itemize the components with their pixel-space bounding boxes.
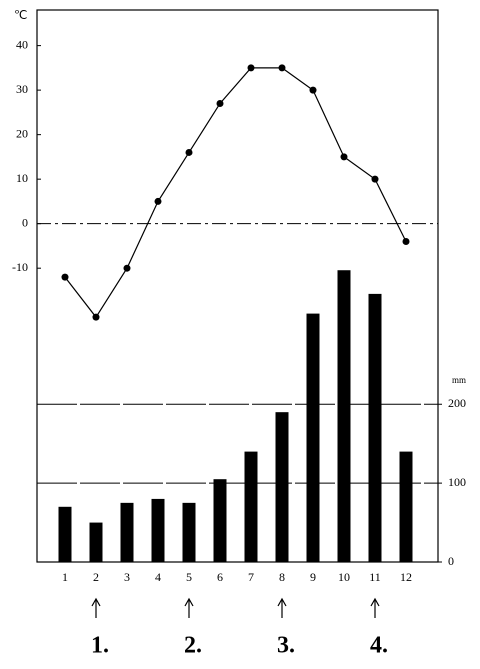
bar <box>120 502 134 562</box>
annotation-arrowhead <box>370 597 380 607</box>
y-tick-label: 0 <box>22 215 28 229</box>
bar <box>368 293 382 562</box>
bar <box>182 502 196 562</box>
annotation-arrowhead <box>184 597 194 607</box>
x-tick-label: 1 <box>62 570 68 584</box>
y2-tick-label: 100 <box>448 475 466 489</box>
temperature-point <box>247 64 255 72</box>
x-tick-label: 3 <box>124 570 130 584</box>
x-tick-label: 5 <box>186 570 192 584</box>
annotation-label: 4. <box>370 633 388 659</box>
x-tick-label: 12 <box>400 570 412 584</box>
bar <box>337 270 351 562</box>
y2-tick-label: 200 <box>448 396 466 410</box>
temperature-point <box>185 148 193 156</box>
annotation-label: 3. <box>277 633 295 659</box>
temperature-point <box>309 86 317 94</box>
y-tick-label: 20 <box>16 126 28 140</box>
y2-unit: mm <box>452 375 466 385</box>
x-tick-label: 8 <box>279 570 285 584</box>
bar <box>213 479 227 562</box>
y-tick-label: 10 <box>16 171 28 185</box>
annotation-label: 2. <box>184 633 202 659</box>
temperature-line <box>64 67 407 319</box>
temperature-point <box>340 153 348 161</box>
bar <box>399 451 413 562</box>
x-tick-label: 6 <box>217 570 223 584</box>
temperature-point <box>278 64 286 72</box>
y-tick-label: -10 <box>12 260 28 274</box>
x-tick-label: 4 <box>155 570 161 584</box>
bar <box>275 412 289 562</box>
x-tick-label: 9 <box>310 570 316 584</box>
temperature-point <box>61 273 69 281</box>
temperature-point <box>92 313 100 321</box>
y-tick-label: 30 <box>16 82 28 96</box>
y-tick-label: 40 <box>16 37 28 51</box>
x-tick-label: 10 <box>338 570 350 584</box>
temperature-point <box>371 175 379 183</box>
bar <box>151 498 165 562</box>
x-tick-label: 11 <box>369 570 381 584</box>
y-unit: ℃ <box>14 8 27 22</box>
bar <box>58 506 72 562</box>
temperature-point <box>154 197 162 205</box>
x-tick-label: 2 <box>93 570 99 584</box>
annotation-arrowhead <box>277 597 287 607</box>
bar <box>244 451 258 562</box>
bar <box>306 313 320 562</box>
annotation-arrowhead <box>91 597 101 607</box>
temperature-point <box>402 237 410 245</box>
annotation-label: 1. <box>91 633 109 659</box>
bar <box>89 522 103 562</box>
x-tick-label: 7 <box>248 570 254 584</box>
temperature-point <box>123 264 131 272</box>
y2-tick-label: 0 <box>448 554 454 568</box>
temperature-point <box>216 99 224 107</box>
